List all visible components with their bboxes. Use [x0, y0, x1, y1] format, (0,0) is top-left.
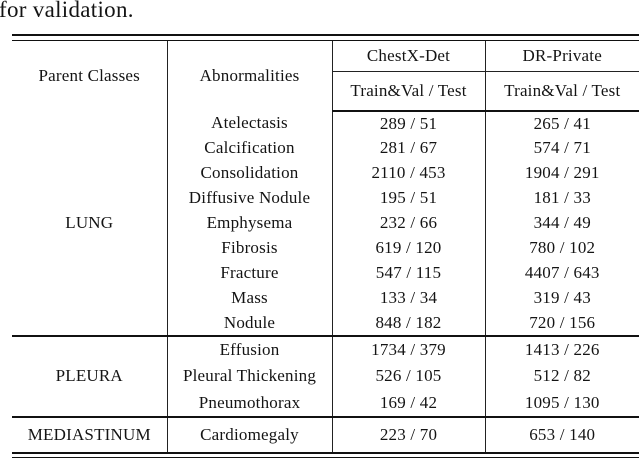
chestx-det-cell: 619 / 120: [331, 235, 485, 261]
chestx-det-cell: 223 / 70: [331, 415, 485, 452]
chestx-det-cell: 281 / 67: [331, 135, 485, 161]
chestx-det-cell: 1734 / 379: [331, 334, 485, 363]
subheader-trainval-test-chestx: Train&Val / Test: [331, 71, 485, 112]
header-parent-classes: Parent Classes: [38, 65, 140, 85]
dr-private-cell: 4407 / 643: [484, 260, 639, 286]
header-dataset-chestx-det: ChestX-Det: [331, 40, 485, 72]
dr-private-cell: 265 / 41: [484, 110, 639, 136]
chestx-det-cell: 169 / 42: [331, 389, 485, 417]
dr-private-cell: 780 / 102: [484, 235, 639, 261]
dr-private-cell: 1413 / 226: [484, 334, 639, 363]
abnormality-cell: Nodule: [166, 310, 332, 336]
abnormality-cell: Calcification: [166, 135, 332, 161]
abnormality-cell: Mass: [166, 285, 332, 311]
abnormality-cell: Emphysema: [166, 210, 332, 236]
header-abnormalities: Abnormalities: [166, 40, 332, 111]
chestx-det-cell: 526 / 105: [331, 362, 485, 390]
dr-private-cell: 181 / 33: [484, 185, 639, 211]
abnormality-cell: Consolidation: [166, 160, 332, 186]
chestx-det-cell: 133 / 34: [331, 285, 485, 311]
header-dataset-dr-private: DR-Private: [484, 40, 639, 72]
table-top-double-rule: [12, 34, 639, 41]
dr-private-cell: 720 / 156: [484, 310, 639, 336]
abnormality-counts-table: Parent Classes Abnormalities ChestX-Det …: [12, 40, 639, 452]
abnormality-cell: Atelectasis: [166, 110, 332, 136]
chestx-det-cell: 547 / 115: [331, 260, 485, 286]
dr-private-cell: 512 / 82: [484, 362, 639, 390]
abnormality-cell: Fracture: [166, 260, 332, 286]
dr-private-cell: 1095 / 130: [484, 389, 639, 417]
subheader-trainval-test-dr: Train&Val / Test: [484, 71, 639, 112]
chestx-det-cell: 195 / 51: [331, 185, 485, 211]
dr-private-cell: 1904 / 291: [484, 160, 639, 186]
parent-class-cell-pleura: PLEURA: [12, 334, 167, 417]
abnormality-cell: Fibrosis: [166, 235, 332, 261]
abnormality-cell: Effusion: [166, 334, 332, 363]
chestx-det-cell: 289 / 51: [331, 110, 485, 136]
dr-private-cell: 344 / 49: [484, 210, 639, 236]
abnormality-cell: Pneumothorax: [166, 389, 332, 417]
dr-private-cell: 653 / 140: [484, 415, 639, 452]
table-caption-fragment: for validation.: [0, 0, 134, 22]
chestx-det-cell: 2110 / 453: [331, 160, 485, 186]
dr-private-cell: 319 / 43: [484, 285, 639, 311]
abnormality-cell: Pleural Thickening: [166, 362, 332, 390]
table-bottom-double-rule: [12, 451, 639, 458]
dataset-statistics-table: Parent Classes Abnormalities ChestX-Det …: [12, 34, 639, 458]
chestx-det-cell: 848 / 182: [331, 310, 485, 336]
parent-class-cell-mediastinum: MEDIASTINUM: [12, 415, 167, 452]
abnormality-cell: Cardiomegaly: [166, 415, 332, 452]
parent-class-cell-lung: LUNG: [65, 212, 114, 232]
abnormality-cell: Diffusive Nodule: [166, 185, 332, 211]
chestx-det-cell: 232 / 66: [331, 210, 485, 236]
dr-private-cell: 574 / 71: [484, 135, 639, 161]
